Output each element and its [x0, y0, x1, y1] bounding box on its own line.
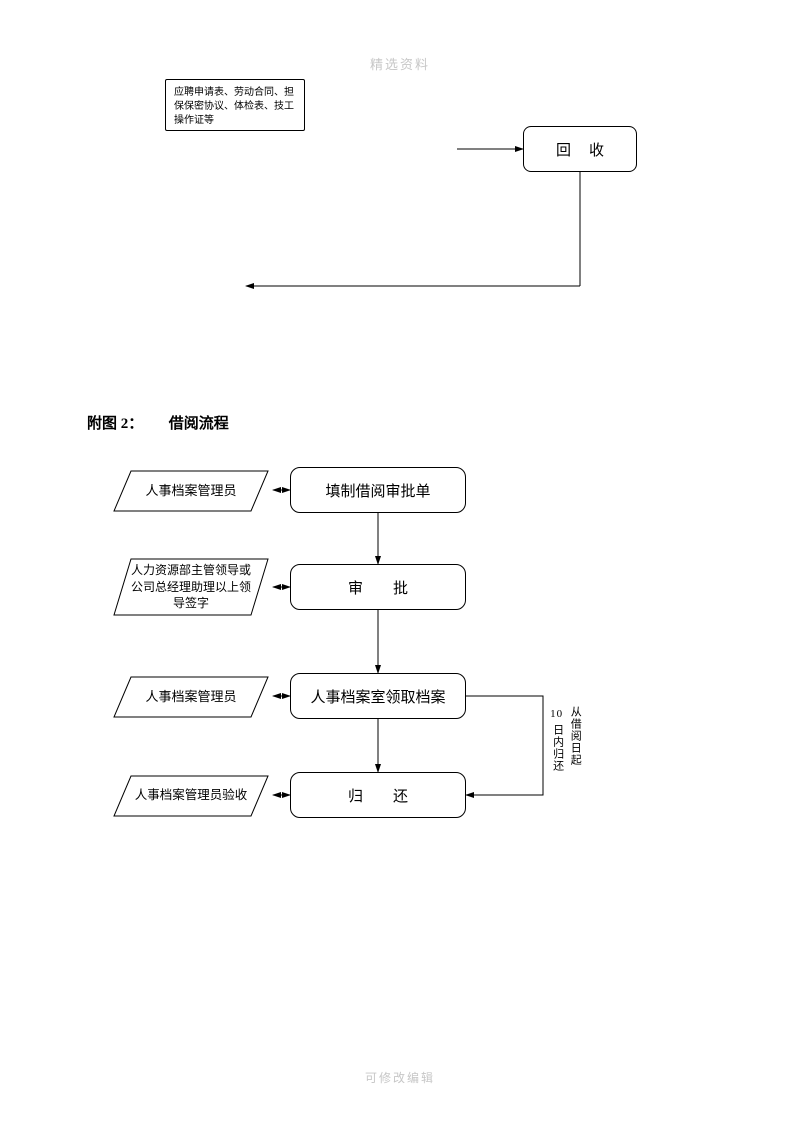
document-list-box: 应聘申请表、劳动合同、担保保密协议、体检表、技工操作证等: [165, 79, 305, 131]
actor-1-label: 人事档案管理员: [113, 470, 269, 512]
actor-1: 人事档案管理员: [113, 470, 269, 512]
side-note: 从借阅日起 10日内归还: [548, 706, 583, 772]
page-footer-watermark: 可修改编辑: [0, 1069, 800, 1086]
step-3: 人事档案室领取档案: [290, 673, 466, 719]
actor-3: 人事档案管理员: [113, 676, 269, 718]
actor-4: 人事档案管理员验收: [113, 775, 269, 817]
step-1: 填制借阅审批单: [290, 467, 466, 513]
page-header-watermark: 精选资料: [0, 54, 800, 73]
actor-4-label: 人事档案管理员验收: [113, 775, 269, 817]
step-4-label: 归 还: [348, 785, 408, 806]
step-1-label: 填制借阅审批单: [325, 480, 430, 501]
step-2: 审 批: [290, 564, 466, 610]
side-note-num: 10: [550, 706, 563, 724]
side-loop: [466, 696, 543, 795]
step-2-label: 审 批: [348, 577, 408, 598]
actor-2: 人力资源部主管领导或公司总经理助理以上领导签字: [113, 558, 269, 616]
step-4: 归 还: [290, 772, 466, 818]
side-note-rest: 日内归还: [552, 724, 564, 772]
actor-2-label: 人力资源部主管领导或公司总经理助理以上领导签字: [113, 558, 269, 616]
side-note-line1: 从借阅日起: [569, 706, 581, 766]
section-title: 附图 2： 借阅流程: [87, 412, 229, 433]
actor-3-label: 人事档案管理员: [113, 676, 269, 718]
step-3-label: 人事档案室领取档案: [310, 686, 445, 707]
recover-process-box: 回收: [523, 126, 637, 172]
section-title-text: 借阅流程: [169, 416, 229, 432]
section-title-prefix: 附图 2：: [87, 416, 143, 432]
